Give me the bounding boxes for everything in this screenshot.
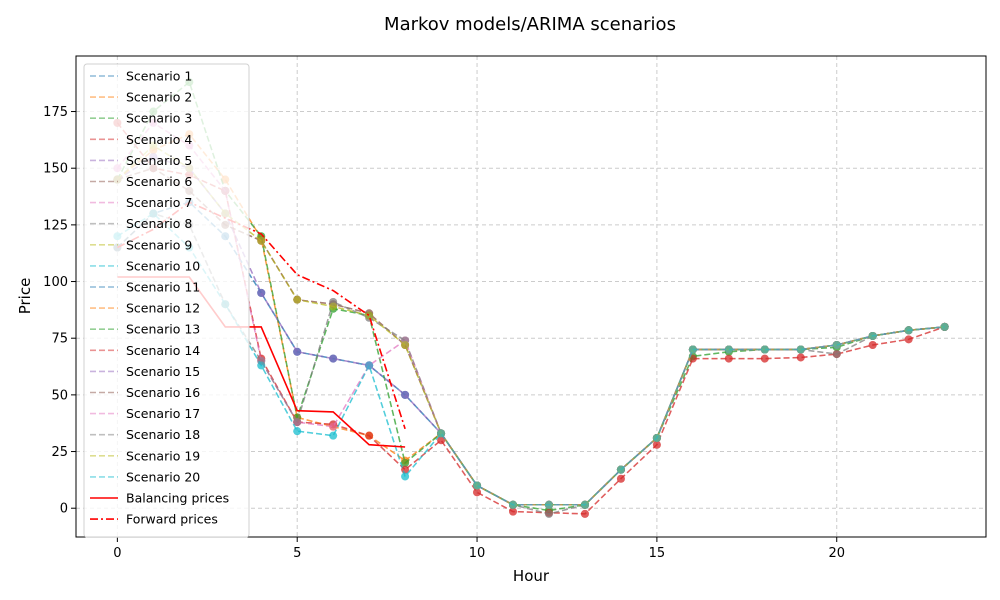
scenario-point xyxy=(796,345,805,354)
y-tick-label: 50 xyxy=(51,388,68,403)
plot-frame xyxy=(75,55,987,538)
scenario-point xyxy=(473,488,482,497)
scenario-point xyxy=(437,429,446,438)
scenario-point xyxy=(509,500,518,509)
scenario-point xyxy=(365,361,374,370)
scenario-point xyxy=(616,465,625,474)
x-tick-label: 5 xyxy=(293,546,301,561)
legend-label: Scenario 7 xyxy=(126,195,192,210)
scenario-point xyxy=(904,335,913,344)
legend-box xyxy=(83,63,250,538)
x-tick-label: 20 xyxy=(828,546,845,561)
legend-label: Scenario 1 xyxy=(126,69,192,84)
scenario-point xyxy=(544,509,553,518)
scenario-point xyxy=(293,295,302,304)
legend-label: Scenario 17 xyxy=(126,406,200,421)
x-tick-label: 10 xyxy=(469,546,486,561)
legend-label: Scenario 15 xyxy=(126,364,200,379)
scenario-point xyxy=(868,331,877,340)
scenario-point xyxy=(257,236,266,245)
scenario-point xyxy=(760,345,769,354)
legend-label: Scenario 11 xyxy=(126,280,200,295)
legend-label: Scenario 10 xyxy=(126,258,200,273)
legend-label: Scenario 18 xyxy=(126,427,200,442)
scenario-point xyxy=(293,418,302,427)
legend-label: Scenario 14 xyxy=(126,343,200,358)
legend-label: Scenario 6 xyxy=(126,174,192,189)
scenario-point xyxy=(724,354,733,363)
legend-label: Balancing prices xyxy=(126,491,229,506)
legend-label: Scenario 9 xyxy=(126,237,192,252)
y-tick-label: 0 xyxy=(60,502,68,517)
scenario-point xyxy=(796,353,805,362)
grid xyxy=(76,56,986,537)
scenario-line xyxy=(116,212,945,515)
scenario-point xyxy=(868,341,877,350)
scenario-point xyxy=(652,433,661,442)
scenario-line xyxy=(116,212,945,506)
scenario-point xyxy=(257,361,266,370)
y-tick-label: 25 xyxy=(51,445,68,460)
legend-label: Scenario 8 xyxy=(126,216,192,231)
scenario-point xyxy=(832,350,841,359)
y-tick-label: 150 xyxy=(43,162,68,177)
scenario-point xyxy=(293,427,302,436)
scenario-point xyxy=(724,345,733,354)
y-tick-label: 75 xyxy=(51,332,68,347)
legend-label: Scenario 13 xyxy=(126,322,200,337)
scenario-point xyxy=(652,440,661,449)
scenario-point xyxy=(365,311,374,320)
scenario-point xyxy=(329,422,338,431)
scenario-point xyxy=(329,302,338,311)
legend-label: Scenario 3 xyxy=(126,111,192,126)
scenario-point xyxy=(401,341,410,350)
x-tick-label: 15 xyxy=(649,546,666,561)
scenario-point xyxy=(293,347,302,356)
y-tick-label: 100 xyxy=(43,275,68,290)
scenario-point xyxy=(401,472,410,481)
scenario-point xyxy=(509,507,518,516)
legend-label: Scenario 12 xyxy=(126,301,200,316)
legend-label: Scenario 2 xyxy=(126,90,192,105)
legend-label: Scenario 4 xyxy=(126,132,192,147)
scenario-point xyxy=(580,500,589,509)
x-axis-label: Hour xyxy=(513,567,550,585)
scenario-point xyxy=(329,431,338,440)
scenario-point xyxy=(473,481,482,490)
scenario-point xyxy=(401,458,410,467)
x-tick-label: 0 xyxy=(113,546,121,561)
scenario-point xyxy=(401,390,410,399)
legend-label: Scenario 5 xyxy=(126,153,192,168)
scenario-point xyxy=(616,474,625,483)
scenario-point xyxy=(760,354,769,363)
scenario-point xyxy=(257,288,266,297)
scenario-point xyxy=(437,436,446,445)
y-axis-label: Price xyxy=(16,278,34,315)
legend-label: Scenario 16 xyxy=(126,385,200,400)
legend-label: Forward prices xyxy=(126,512,218,527)
axis-ticks: 0 5 10 15 20 0 25 50 75 100 125 150 175 xyxy=(43,105,845,561)
chart-title: Markov models/ARIMA scenarios xyxy=(384,14,676,35)
scenario-point xyxy=(365,431,374,440)
scenario-point xyxy=(580,509,589,518)
scenario-point xyxy=(940,322,949,331)
scenario-point xyxy=(832,341,841,350)
scenario-point xyxy=(904,326,913,335)
scenario-point xyxy=(544,500,553,509)
scenario-point xyxy=(688,354,697,363)
scenario-point xyxy=(329,354,338,363)
scenario-line xyxy=(116,122,945,515)
scenario-point xyxy=(688,345,697,354)
y-tick-label: 175 xyxy=(43,105,68,120)
legend-label: Scenario 20 xyxy=(126,469,200,484)
y-tick-label: 125 xyxy=(43,218,68,233)
legend-label: Scenario 19 xyxy=(126,448,200,463)
legend: Scenario 1 Scenario 2 Scenario 3 Scenario 4… xyxy=(83,63,250,538)
